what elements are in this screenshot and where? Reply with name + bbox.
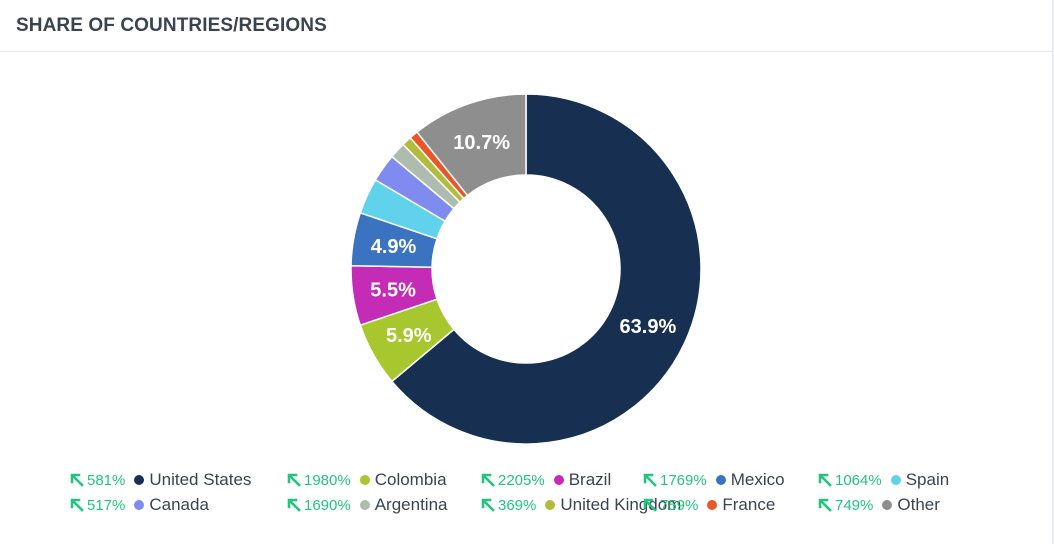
slice-united-states[interactable] xyxy=(390,93,702,445)
legend-change-value: 1690% xyxy=(304,496,351,514)
legend-row: 581% United States 1980% Colombia 2205% Brazi… xyxy=(0,469,1052,491)
legend-item-spain[interactable]: 1064% Spain xyxy=(818,469,949,491)
trend-up-icon xyxy=(643,498,657,512)
legend-change-value: 517% xyxy=(87,496,126,514)
trend-up-icon xyxy=(643,473,657,487)
legend-label: Colombia xyxy=(374,470,447,489)
legend-label: Brazil xyxy=(568,470,612,489)
legend-change-value: 759% xyxy=(660,496,699,514)
trend-up-icon xyxy=(481,498,495,512)
donut-chart: 63.9% 5.9% 5.5% 4.9% 10.7% xyxy=(350,93,702,445)
legend-item-argentina[interactable]: 1690% Argentina xyxy=(287,494,448,516)
slice-label-united-states: 63.9% xyxy=(620,316,677,338)
legend-change-value: 369% xyxy=(498,496,537,514)
legend-change-value: 1769% xyxy=(660,471,707,489)
legend-label: Argentina xyxy=(374,495,448,514)
legend-label: United States xyxy=(149,470,252,489)
slice-label-other: 10.7% xyxy=(453,132,510,154)
trend-up-icon xyxy=(818,473,832,487)
legend-swatch xyxy=(715,475,726,485)
legend-swatch xyxy=(553,475,564,485)
legend-label: France xyxy=(722,495,776,514)
legend-row: 517% Canada 1690% Argentina 369% United Kingd… xyxy=(0,494,1052,516)
trend-up-icon xyxy=(481,473,495,487)
legend-item-other[interactable]: 749% Other xyxy=(818,494,940,516)
legend-swatch xyxy=(359,475,370,485)
trend-up-icon xyxy=(70,473,84,487)
legend-label: Canada xyxy=(149,495,209,514)
trend-up-icon xyxy=(287,473,301,487)
card-title: SHARE OF COUNTRIES/REGIONS xyxy=(16,15,327,36)
trend-up-icon xyxy=(287,498,301,512)
legend-item-united-states[interactable]: 581% United States xyxy=(70,469,251,491)
legend-item-canada[interactable]: 517% Canada xyxy=(70,494,209,516)
legend-swatch xyxy=(707,500,718,510)
legend-label: Other xyxy=(897,495,940,514)
legend-item-mexico[interactable]: 1769% Mexico xyxy=(643,469,785,491)
legend-label: Spain xyxy=(905,470,950,489)
legend-change-value: 1980% xyxy=(304,471,351,489)
legend-swatch xyxy=(134,500,145,510)
legend-item-france[interactable]: 759% France xyxy=(643,494,775,516)
legend-swatch xyxy=(882,500,893,510)
legend-change-value: 1064% xyxy=(835,471,882,489)
legend-swatch xyxy=(545,500,556,510)
legend-item-colombia[interactable]: 1980% Colombia xyxy=(287,469,447,491)
card-header: SHARE OF COUNTRIES/REGIONS xyxy=(0,0,1052,52)
legend-swatch xyxy=(359,500,370,510)
legend-label: Mexico xyxy=(730,470,785,489)
legend-change-value: 749% xyxy=(835,496,874,514)
slice-label-colombia: 5.9% xyxy=(386,325,432,347)
trend-up-icon xyxy=(818,498,832,512)
slice-label-mexico: 4.9% xyxy=(371,236,417,258)
legend-change-value: 581% xyxy=(87,471,126,489)
legend-change-value: 2205% xyxy=(498,471,545,489)
slice-label-brazil: 5.5% xyxy=(370,280,416,302)
legend-swatch xyxy=(890,475,901,485)
legend-swatch xyxy=(134,475,145,485)
legend-item-brazil[interactable]: 2205% Brazil xyxy=(481,469,611,491)
slice-other[interactable] xyxy=(415,93,527,197)
trend-up-icon xyxy=(70,498,84,512)
